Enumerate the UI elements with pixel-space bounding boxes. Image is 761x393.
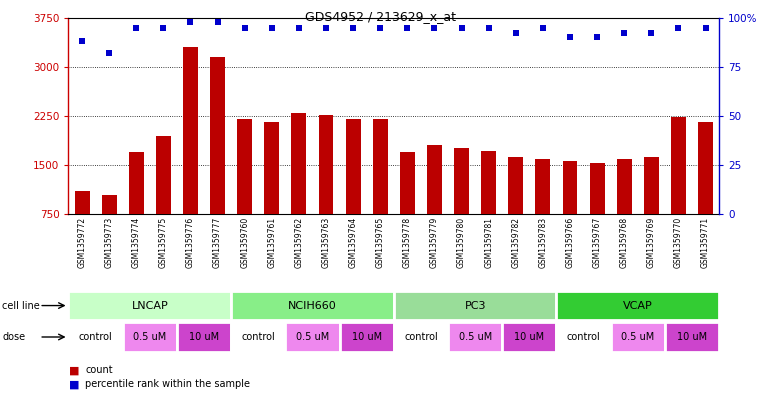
Bar [231,291,394,320]
Text: VCAP: VCAP [623,301,653,310]
Point [482,24,495,31]
Bar [502,322,556,352]
Text: 10 uM: 10 uM [677,332,707,342]
Text: 0.5 uM: 0.5 uM [133,332,167,342]
Text: control: control [78,332,113,342]
Bar [129,152,144,214]
Bar [644,157,659,214]
Text: ■: ■ [68,379,79,389]
Point [239,24,251,31]
Point [673,24,685,31]
Bar [590,163,604,214]
Text: control: control [404,332,438,342]
Bar [671,117,686,214]
Bar [698,123,713,214]
Point [158,24,170,31]
Point [293,24,305,31]
Point [76,38,88,44]
Bar [264,123,279,214]
Text: GDS4952 / 213629_x_at: GDS4952 / 213629_x_at [305,10,456,23]
Bar [345,119,361,214]
Point [103,50,115,56]
Text: 10 uM: 10 uM [352,332,382,342]
Text: ■: ■ [68,365,79,375]
Bar [156,136,170,214]
Point [401,24,413,31]
Point [510,30,522,37]
Point [456,24,468,31]
Bar [536,159,550,214]
Bar [285,322,339,352]
Point [591,34,603,40]
Text: PC3: PC3 [464,301,486,310]
Text: NCIH660: NCIH660 [288,301,337,310]
Point [699,24,712,31]
Point [618,30,630,37]
Bar [102,195,116,214]
Bar [556,291,719,320]
Bar [394,322,448,352]
Bar [123,322,177,352]
Point [212,18,224,25]
Bar [68,322,123,352]
Bar [339,322,394,352]
Point [320,24,332,31]
Bar [177,322,231,352]
Bar [448,322,502,352]
Bar [183,47,198,214]
Bar [231,322,285,352]
Text: LNCAP: LNCAP [132,301,168,310]
Bar [75,191,90,214]
Bar [617,158,632,214]
Point [184,18,196,25]
Point [347,24,359,31]
Text: 0.5 uM: 0.5 uM [296,332,329,342]
Point [130,24,142,31]
Point [374,24,387,31]
Point [266,24,278,31]
Point [428,24,441,31]
Bar [373,119,387,214]
Bar [481,151,496,214]
Bar [454,148,469,214]
Bar [508,157,524,214]
Point [564,34,576,40]
Text: cell line: cell line [2,301,40,310]
Bar [562,161,578,214]
Point [645,30,658,37]
Bar [427,145,442,214]
Bar [68,291,231,320]
Text: percentile rank within the sample: percentile rank within the sample [85,379,250,389]
Text: 0.5 uM: 0.5 uM [621,332,654,342]
Text: 10 uM: 10 uM [514,332,544,342]
Point [537,24,549,31]
Text: 0.5 uM: 0.5 uM [459,332,492,342]
Text: count: count [85,365,113,375]
Text: control: control [241,332,275,342]
Bar [400,152,415,214]
Bar [237,119,252,214]
Text: control: control [567,332,600,342]
Bar [319,115,333,214]
Text: dose: dose [2,332,25,342]
Bar [610,322,665,352]
Bar [556,322,610,352]
Bar [665,322,719,352]
Bar [394,291,556,320]
Bar [210,57,225,214]
Text: 10 uM: 10 uM [189,332,219,342]
Bar [291,113,307,214]
